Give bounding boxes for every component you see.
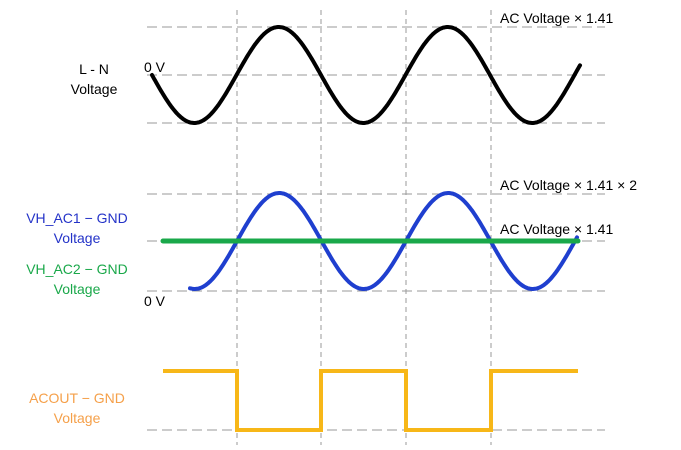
ln-zero-label: 0 V [144, 59, 166, 75]
acout-voltage-waveform [163, 369, 578, 432]
vh-ac2-label: VH_AC2 − GND Voltage [6, 259, 148, 299]
vh-ac2-label-line2: Voltage [53, 281, 101, 297]
acout-label-line1: ACOUT − GND [29, 390, 125, 406]
acout-label-line2: Voltage [53, 410, 101, 426]
vh-ac1-voltage-waveform [188, 191, 579, 291]
acout-label: ACOUT − GND Voltage [12, 388, 142, 428]
ln-voltage-waveform [150, 25, 582, 125]
vh-peak1-label: AC Voltage × 1.41 [500, 221, 614, 237]
vh-ac1-label-line1: VH_AC1 − GND [26, 210, 128, 226]
vh-ac2-label-line1: VH_AC2 − GND [26, 261, 128, 277]
vh-zero-label: 0 V [144, 293, 166, 309]
vh-peak2-label: AC Voltage × 1.41 × 2 [500, 177, 637, 193]
ln-peak-label: AC Voltage × 1.41 [500, 10, 614, 26]
ln-voltage-label-line2: Voltage [70, 81, 118, 97]
vh-ac1-label-line2: Voltage [53, 230, 101, 246]
vh-ac1-label: VH_AC1 − GND Voltage [6, 208, 148, 248]
ln-voltage-label-line1: L - N [79, 61, 109, 77]
ln-voltage-label: L - N Voltage [58, 59, 130, 99]
